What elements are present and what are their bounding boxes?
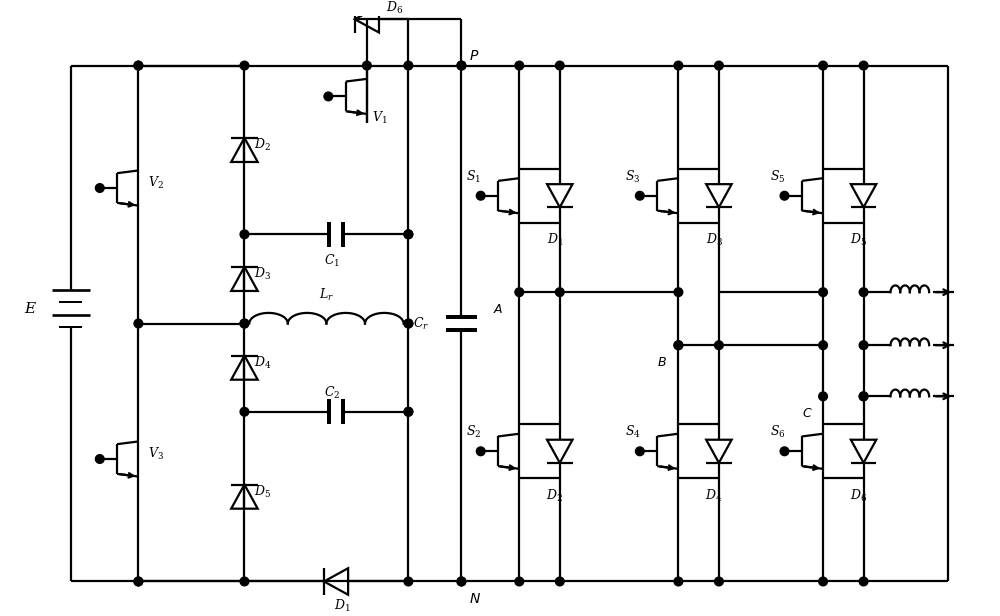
Text: $P$: $P$ (469, 49, 479, 63)
Circle shape (363, 61, 371, 70)
Circle shape (859, 341, 868, 349)
Text: $S_5$: $S_5$ (770, 169, 785, 185)
Circle shape (240, 319, 249, 328)
Circle shape (404, 319, 413, 328)
Circle shape (819, 341, 827, 349)
Text: $V_2$: $V_2$ (148, 175, 164, 191)
Text: $L_r$: $L_r$ (319, 286, 334, 302)
Circle shape (95, 184, 104, 192)
Text: $D_5$: $D_5$ (850, 232, 867, 248)
Circle shape (404, 230, 413, 238)
Circle shape (859, 61, 868, 70)
Circle shape (819, 288, 827, 296)
Text: $D_5$: $D_5$ (254, 484, 271, 500)
Text: $S_3$: $S_3$ (625, 169, 641, 185)
Circle shape (819, 61, 827, 70)
Circle shape (674, 61, 683, 70)
Text: $D_2$: $D_2$ (254, 137, 271, 153)
Circle shape (859, 577, 868, 586)
Circle shape (457, 61, 466, 70)
Circle shape (555, 577, 564, 586)
Text: $C_r$: $C_r$ (413, 315, 429, 331)
Circle shape (240, 61, 249, 70)
Text: $V_3$: $V_3$ (148, 446, 164, 462)
Circle shape (457, 577, 466, 586)
Circle shape (715, 61, 723, 70)
Circle shape (515, 577, 524, 586)
Circle shape (134, 577, 143, 586)
Circle shape (674, 288, 683, 296)
Text: $A$: $A$ (493, 303, 503, 316)
Text: $D_4$: $D_4$ (254, 355, 272, 371)
Circle shape (404, 407, 413, 416)
Circle shape (134, 61, 143, 70)
Circle shape (324, 92, 333, 101)
Circle shape (859, 392, 868, 400)
Text: $C_1$: $C_1$ (324, 253, 340, 269)
Circle shape (95, 455, 104, 463)
Circle shape (404, 319, 413, 328)
Circle shape (404, 407, 413, 416)
Circle shape (859, 392, 868, 400)
Text: $D_3$: $D_3$ (254, 266, 271, 282)
Circle shape (476, 192, 485, 200)
Text: $S_4$: $S_4$ (625, 424, 641, 440)
Text: $S_1$: $S_1$ (466, 169, 481, 185)
Circle shape (555, 61, 564, 70)
Text: $D_1$: $D_1$ (334, 598, 350, 614)
Circle shape (240, 319, 249, 328)
Circle shape (859, 288, 868, 296)
Circle shape (457, 61, 466, 70)
Text: $D_1$: $D_1$ (547, 232, 563, 248)
Text: $S_6$: $S_6$ (770, 424, 786, 440)
Circle shape (134, 577, 143, 586)
Circle shape (240, 577, 249, 586)
Circle shape (780, 192, 789, 200)
Circle shape (457, 577, 466, 586)
Text: $D_6$: $D_6$ (850, 488, 867, 504)
Circle shape (134, 61, 143, 70)
Circle shape (674, 341, 683, 349)
Circle shape (134, 319, 143, 328)
Text: $D_3$: $D_3$ (706, 232, 723, 248)
Circle shape (780, 447, 789, 456)
Circle shape (515, 288, 524, 296)
Circle shape (555, 288, 564, 296)
Circle shape (404, 230, 413, 238)
Circle shape (635, 192, 644, 200)
Text: $C$: $C$ (802, 407, 813, 420)
Circle shape (404, 61, 413, 70)
Circle shape (476, 447, 485, 456)
Text: $E$: $E$ (24, 301, 37, 315)
Circle shape (819, 577, 827, 586)
Text: $V_1$: $V_1$ (372, 110, 387, 126)
Circle shape (240, 230, 249, 238)
Circle shape (515, 61, 524, 70)
Text: $B$: $B$ (657, 356, 667, 369)
Circle shape (240, 407, 249, 416)
Text: $D_4$: $D_4$ (705, 488, 723, 504)
Circle shape (715, 341, 723, 349)
Text: $N$: $N$ (469, 592, 481, 606)
Circle shape (404, 577, 413, 586)
Circle shape (635, 447, 644, 456)
Circle shape (819, 392, 827, 400)
Text: $C_2$: $C_2$ (324, 384, 340, 400)
Text: $D_2$: $D_2$ (546, 488, 563, 504)
Text: $D_6$: $D_6$ (386, 0, 403, 16)
Circle shape (674, 341, 683, 349)
Text: $S_2$: $S_2$ (466, 424, 482, 440)
Circle shape (674, 577, 683, 586)
Circle shape (715, 577, 723, 586)
